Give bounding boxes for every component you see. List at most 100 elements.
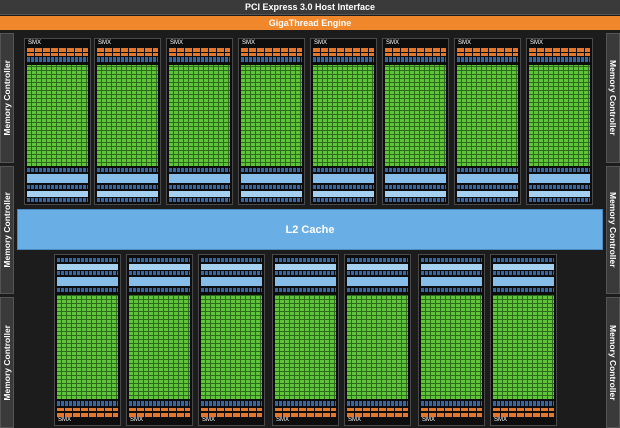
register-file-strip: [313, 57, 374, 62]
smx-block: SMX: [272, 254, 339, 426]
smx-label: SMX: [276, 417, 290, 423]
smx-label: SMX: [130, 417, 144, 423]
smx-block: SMX: [94, 38, 161, 205]
smx-block: SMX: [198, 254, 265, 426]
load-store-strip: [169, 168, 230, 172]
warp-scheduler-strip: [201, 413, 262, 417]
memory-controller-right-3: Memory Controller: [606, 297, 620, 428]
shared-memory-strip: [457, 174, 518, 183]
cuda-core-array: [347, 295, 408, 399]
load-store-strip: [27, 168, 88, 172]
smx-block: SMX: [126, 254, 193, 426]
texture-unit-strip: [529, 185, 590, 189]
texture-unit-strip: [493, 271, 554, 275]
smx-label: SMX: [458, 40, 472, 46]
warp-scheduler-strip: [347, 413, 408, 417]
polymorph-engine-strip: [27, 198, 88, 202]
warp-scheduler-strip: [275, 413, 336, 417]
warp-scheduler-strip: [313, 48, 374, 52]
texture-unit-strip: [57, 271, 118, 275]
smx-block: SMX: [54, 254, 121, 426]
smx-block: SMX: [418, 254, 485, 426]
cuda-core-array: [313, 65, 374, 166]
cuda-core-array: [169, 65, 230, 166]
dispatch-unit-strip: [275, 408, 336, 411]
polymorph-engine-strip: [241, 198, 302, 202]
texture-unit-strip: [457, 185, 518, 189]
texture-cache-strip: [313, 191, 374, 197]
polymorph-engine-strip: [57, 258, 118, 262]
shared-memory-strip: [27, 174, 88, 183]
register-file-strip: [241, 57, 302, 62]
load-store-strip: [241, 168, 302, 172]
polymorph-engine-strip: [169, 198, 230, 202]
polymorph-engine-strip: [385, 198, 446, 202]
load-store-strip: [347, 288, 408, 292]
warp-scheduler-strip: [493, 413, 554, 417]
shared-memory-strip: [385, 174, 446, 183]
cuda-core-array: [97, 65, 158, 166]
cuda-core-array: [241, 65, 302, 166]
texture-unit-strip: [27, 185, 88, 189]
polymorph-engine-strip: [457, 198, 518, 202]
texture-cache-strip: [493, 264, 554, 270]
smx-block: SMX: [490, 254, 557, 426]
smx-block: SMX: [454, 38, 521, 205]
shared-memory-strip: [241, 174, 302, 183]
cuda-core-array: [457, 65, 518, 166]
l2-cache: L2 Cache: [17, 209, 603, 250]
register-file-strip: [421, 401, 482, 406]
register-file-strip: [457, 57, 518, 62]
smx-label: SMX: [494, 417, 508, 423]
texture-cache-strip: [275, 264, 336, 270]
polymorph-engine-strip: [347, 258, 408, 262]
texture-unit-strip: [313, 185, 374, 189]
texture-cache-strip: [97, 191, 158, 197]
shared-memory-strip: [493, 277, 554, 286]
smx-label: SMX: [242, 40, 256, 46]
dispatch-unit-strip: [457, 53, 518, 56]
smx-block: SMX: [526, 38, 593, 205]
warp-scheduler-strip: [385, 48, 446, 52]
load-store-strip: [313, 168, 374, 172]
dispatch-unit-strip: [97, 53, 158, 56]
dispatch-unit-strip: [169, 53, 230, 56]
load-store-strip: [529, 168, 590, 172]
shared-memory-strip: [275, 277, 336, 286]
dispatch-unit-strip: [57, 408, 118, 411]
dispatch-unit-strip: [529, 53, 590, 56]
shared-memory-strip: [313, 174, 374, 183]
warp-scheduler-strip: [169, 48, 230, 52]
memory-controller-left-2: Memory Controller: [0, 166, 14, 294]
warp-scheduler-strip: [57, 413, 118, 417]
memory-controller-left-1: Memory Controller: [0, 33, 14, 163]
texture-unit-strip: [129, 271, 190, 275]
warp-scheduler-strip: [421, 413, 482, 417]
l2-cache-label: L2 Cache: [285, 223, 335, 236]
smx-block: SMX: [310, 38, 377, 205]
smx-label: SMX: [314, 40, 328, 46]
cuda-core-array: [529, 65, 590, 166]
memory-controller-label: Memory Controller: [608, 324, 618, 401]
register-file-strip: [493, 401, 554, 406]
texture-cache-strip: [457, 191, 518, 197]
polymorph-engine-strip: [421, 258, 482, 262]
texture-unit-strip: [347, 271, 408, 275]
texture-unit-strip: [385, 185, 446, 189]
warp-scheduler-strip: [129, 413, 190, 417]
register-file-strip: [57, 401, 118, 406]
memory-controller-label: Memory Controller: [608, 192, 618, 268]
smx-label: SMX: [202, 417, 216, 423]
register-file-strip: [129, 401, 190, 406]
smx-label: SMX: [28, 40, 42, 46]
pcie-host-interface: PCI Express 3.0 Host Interface: [0, 0, 620, 15]
memory-controller-label: Memory Controller: [2, 324, 12, 401]
smx-label: SMX: [386, 40, 400, 46]
smx-label: SMX: [98, 40, 112, 46]
smx-label: SMX: [348, 417, 362, 423]
texture-cache-strip: [169, 191, 230, 197]
register-file-strip: [347, 401, 408, 406]
smx-block: SMX: [238, 38, 305, 205]
smx-block: SMX: [344, 254, 411, 426]
register-file-strip: [385, 57, 446, 62]
